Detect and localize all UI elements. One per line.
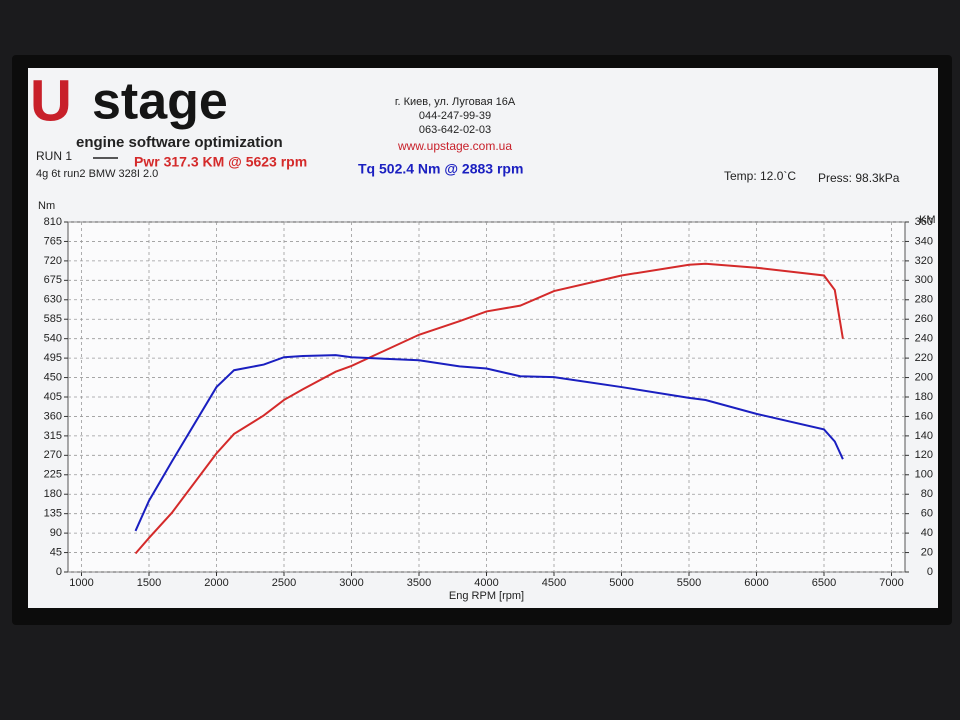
x-tick-label: 2000 <box>204 577 228 589</box>
y2-tick-label: 160 <box>915 410 933 422</box>
y2-tick-label: 320 <box>915 255 933 267</box>
y2-tick-label: 280 <box>915 294 933 306</box>
y2-axis-label: KM <box>919 214 936 226</box>
phone: 063-642-02-03 <box>419 124 491 136</box>
y-tick-label: 675 <box>44 274 62 286</box>
y-tick-label: 495 <box>44 352 62 364</box>
y2-tick-label: 300 <box>915 274 933 286</box>
y2-tick-label: 0 <box>927 566 933 578</box>
phone: 044-247-99-39 <box>419 110 491 122</box>
y2-tick-label: 360 <box>915 216 933 228</box>
y2-tick-label: 240 <box>915 333 933 345</box>
x-tick-label: 6500 <box>812 577 836 589</box>
y2-tick-label: 200 <box>915 371 933 383</box>
series-line <box>134 354 844 532</box>
y-tick-label: 90 <box>50 527 62 539</box>
y-tick-label: 405 <box>44 391 62 403</box>
x-tick-label: 7000 <box>879 577 903 589</box>
address: г. Киев, ул. Луговая 16А <box>395 96 516 108</box>
x-tick-label: 6000 <box>744 577 768 589</box>
y2-tick-label: 20 <box>921 546 933 558</box>
description: 4g 6t run2 BMW 328I 2.0 <box>36 168 158 180</box>
y2-tick-label: 100 <box>915 469 933 481</box>
y2-tick-label: 80 <box>921 488 933 500</box>
logo-text: stage <box>92 73 228 131</box>
y-tick-label: 315 <box>44 430 62 442</box>
y-tick-label: 360 <box>44 410 62 422</box>
y-axis-label: Nm <box>38 200 55 212</box>
y-tick-label: 630 <box>44 294 62 306</box>
series-line <box>134 262 844 555</box>
x-tick-label: 3500 <box>407 577 431 589</box>
legend-entry: Pwr 317.3 KM @ 5623 rpm <box>134 154 307 170</box>
y-tick-label: 0 <box>56 566 62 578</box>
y-tick-label: 45 <box>50 546 62 558</box>
y2-tick-label: 260 <box>915 313 933 325</box>
y2-tick-label: 220 <box>915 352 933 364</box>
x-tick-label: 5500 <box>677 577 701 589</box>
legend-entry: Tq 502.4 Nm @ 2883 rpm <box>358 161 523 177</box>
x-tick-label: 3000 <box>339 577 363 589</box>
x-tick-label: 1500 <box>137 577 161 589</box>
y-tick-label: 810 <box>44 216 62 228</box>
y-tick-label: 450 <box>44 371 62 383</box>
temp: Temp: 12.0`C <box>724 169 796 183</box>
y-tick-label: 720 <box>44 255 62 267</box>
x-tick-label: 2500 <box>272 577 296 589</box>
tagline: engine software optimization <box>76 134 283 151</box>
y2-tick-label: 180 <box>915 391 933 403</box>
x-tick-label: 5000 <box>609 577 633 589</box>
x-tick-label: 1000 <box>69 577 93 589</box>
y-tick-label: 540 <box>44 333 62 345</box>
y-tick-label: 225 <box>44 469 62 481</box>
y-tick-label: 180 <box>44 488 62 500</box>
website: www.upstage.com.ua <box>397 139 512 153</box>
y-tick-label: 270 <box>44 449 62 461</box>
y-tick-label: 135 <box>44 508 62 520</box>
x-axis-label: Eng RPM [rpm] <box>449 590 524 602</box>
x-tick-label: 4500 <box>542 577 566 589</box>
y2-tick-label: 340 <box>915 235 933 247</box>
x-tick-label: 4000 <box>474 577 498 589</box>
press: Press: 98.3kPa <box>818 171 900 185</box>
y-tick-label: 585 <box>44 313 62 325</box>
y2-tick-label: 60 <box>921 508 933 520</box>
y2-tick-label: 40 <box>921 527 933 539</box>
y2-tick-label: 120 <box>915 449 933 461</box>
run-label: RUN 1 <box>36 149 72 163</box>
logo-mark: U <box>30 68 72 133</box>
y-tick-label: 765 <box>44 235 62 247</box>
y2-tick-label: 140 <box>915 430 933 442</box>
